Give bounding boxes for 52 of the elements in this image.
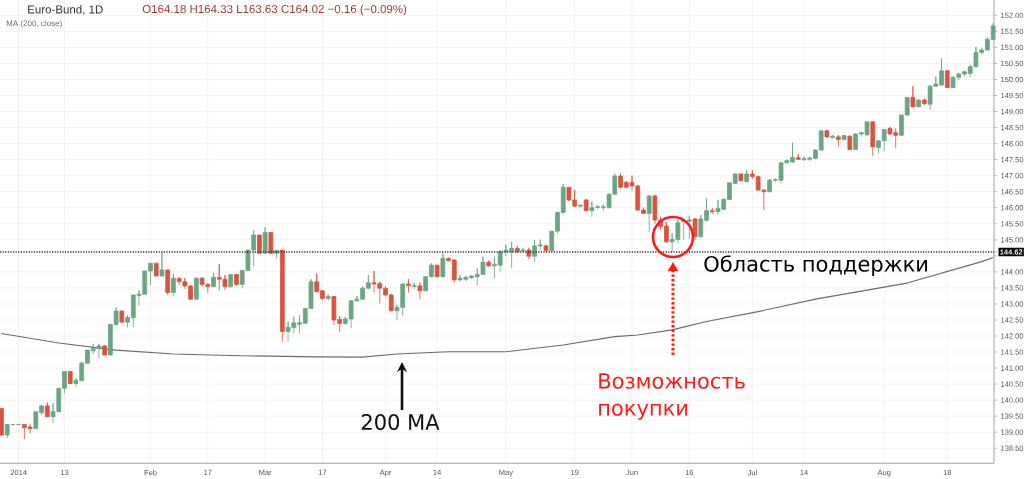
candlestick [709, 207, 715, 215]
candlestick [830, 134, 835, 139]
candlestick [692, 217, 698, 241]
candlestick [257, 234, 262, 255]
line-series [0, 256, 994, 358]
candlestick [440, 252, 446, 278]
candlestick [434, 264, 440, 278]
candlestick [44, 402, 50, 418]
candlestick [916, 98, 921, 108]
candlestick [153, 262, 159, 277]
candlestick [836, 134, 841, 148]
candlestick [228, 274, 234, 289]
candlestick [268, 232, 274, 255]
chart-title: Euro-Bund, 1D [28, 5, 103, 15]
candlestick [325, 293, 331, 302]
candlestick [847, 135, 853, 151]
candlestick [165, 269, 171, 296]
candlestick [870, 121, 876, 157]
candlestick [824, 129, 830, 138]
annotation: 200 MA [361, 414, 440, 430]
chart-subtitle: O164.18 H164.33 L163.63 C164.02 −0.16 (−0.09%) [142, 4, 407, 16]
annotation: Возможность покупки [599, 373, 745, 420]
candlestick [102, 344, 107, 356]
candlestick [583, 198, 589, 212]
candlestick [795, 153, 801, 161]
candlestick [171, 273, 176, 297]
candlestick [119, 310, 125, 323]
candlestick [211, 272, 216, 288]
candlestick [578, 204, 583, 209]
candlestick [486, 260, 492, 268]
candlestick [194, 276, 199, 301]
candlestick [944, 69, 950, 89]
candlestick [515, 245, 520, 254]
candlestick [910, 85, 916, 108]
candlestick [744, 169, 750, 183]
candlestick [262, 226, 268, 255]
candlestick [279, 249, 285, 343]
candlestick [411, 282, 417, 290]
candlestick [922, 98, 927, 106]
candlestick [234, 274, 239, 287]
candlestick [543, 244, 549, 252]
candlestick [67, 371, 73, 385]
candlestick [841, 134, 847, 141]
candlestick [738, 173, 744, 182]
ref-line-label: Область поддержки [704, 255, 927, 276]
candlestick [646, 194, 652, 233]
candlestick [417, 282, 423, 300]
candlestick [0, 408, 4, 437]
candlestick [159, 251, 165, 277]
candlestick [520, 247, 526, 254]
text: MA (200, close) [6, 20, 62, 28]
candlestick [406, 278, 411, 294]
